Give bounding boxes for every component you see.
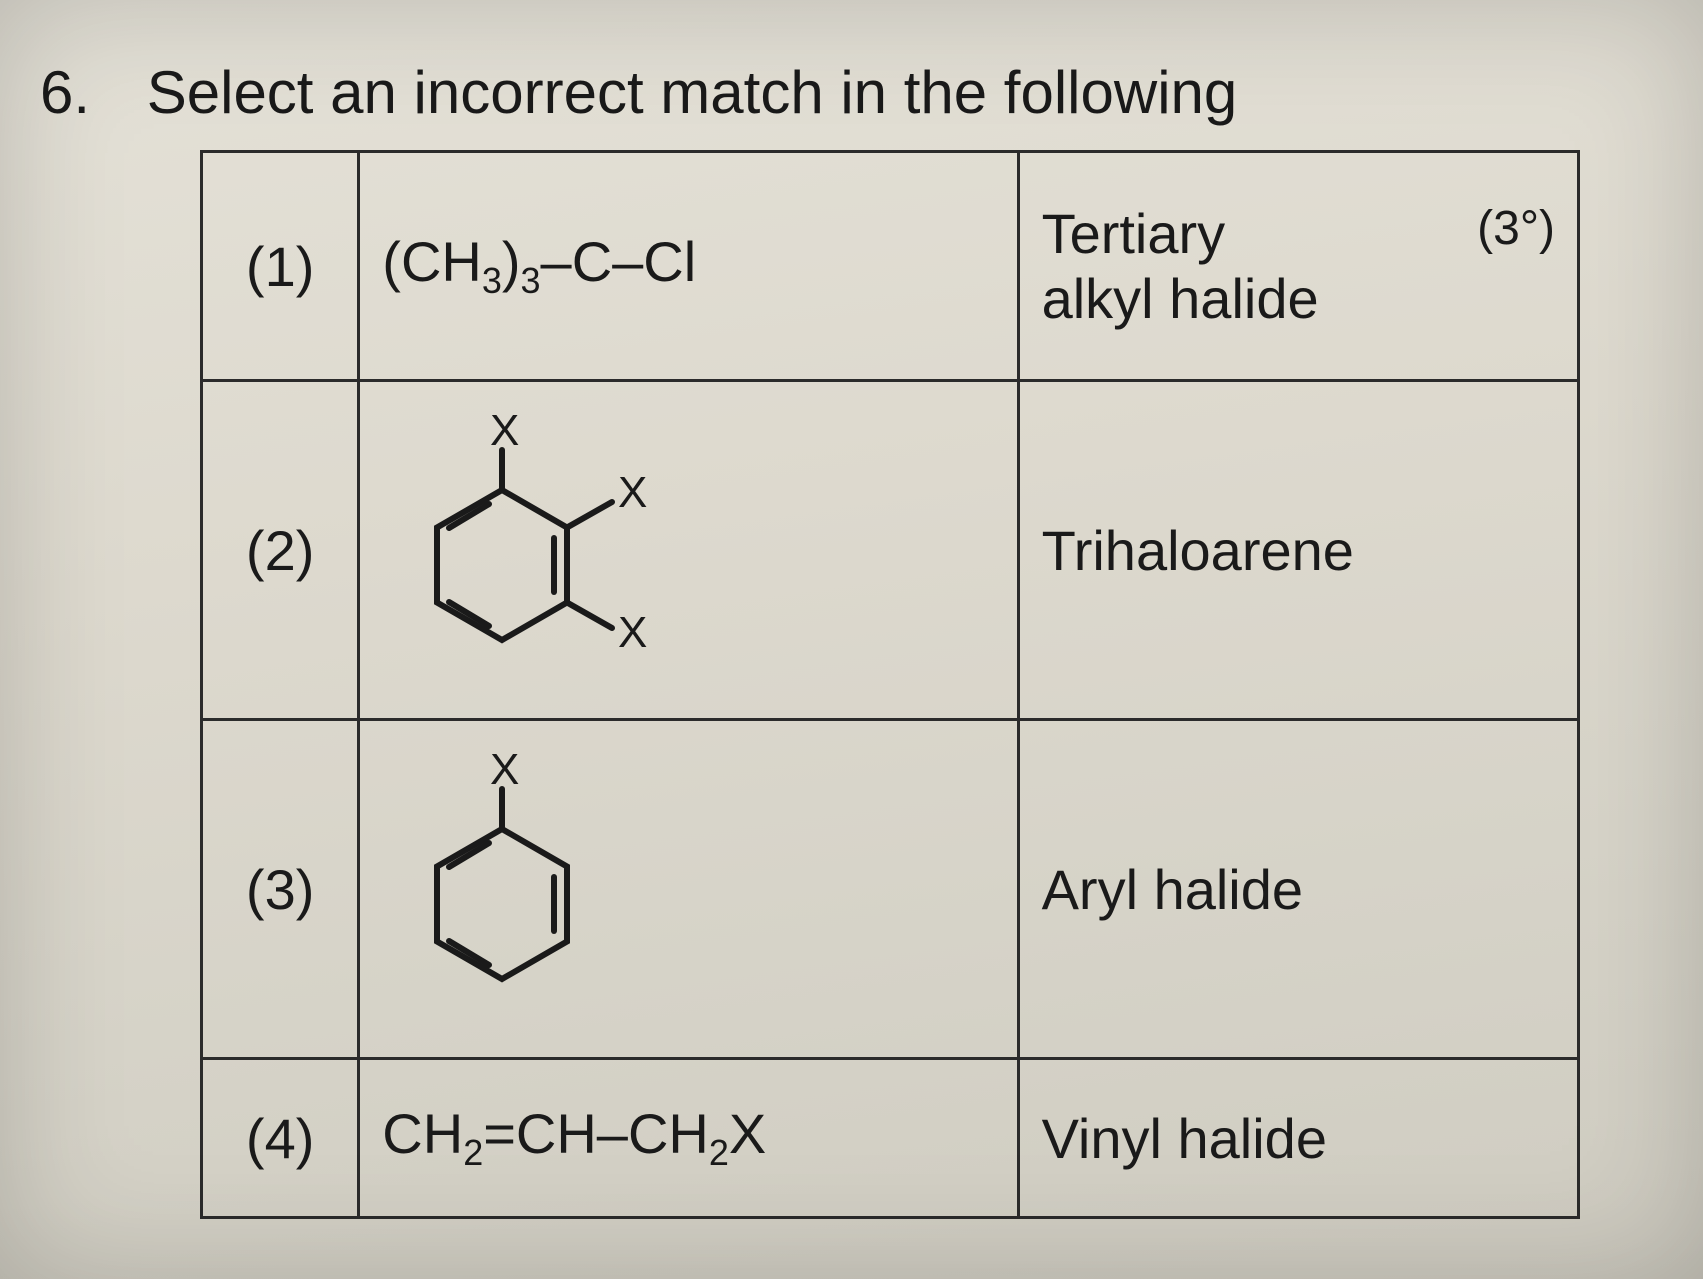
option-label: (3) <box>202 720 359 1059</box>
trihaloarene-diagram: X X X <box>382 415 702 685</box>
desc-paren: (3°) <box>1477 201 1555 266</box>
table-row: (3) X <box>202 720 1579 1059</box>
table-row: (1) (CH3)3–C–Cl Tertiary (3°) alkyl hali… <box>202 152 1579 381</box>
desc-text: alkyl halide <box>1042 266 1555 331</box>
desc-text: Trihaloarene <box>1042 519 1354 582</box>
table-row: (4) CH2=CH–CH2X Vinyl halide <box>202 1059 1579 1218</box>
desc-text: Aryl halide <box>1042 858 1303 921</box>
option-label: (4) <box>202 1059 359 1218</box>
formula-sub: 2 <box>463 1133 483 1174</box>
structure-cell: X X X <box>359 381 1018 720</box>
page: 6. Select an incorrect match in the foll… <box>0 0 1703 1279</box>
question-number: 6. <box>40 59 90 126</box>
formula-part: =CH–CH <box>483 1102 709 1165</box>
option-label: (2) <box>202 381 359 720</box>
question-line: 6. Select an incorrect match in the foll… <box>40 58 1237 127</box>
formula-part: X <box>729 1102 766 1165</box>
substituent-label: X <box>618 608 647 657</box>
structure-cell: (CH3)3–C–Cl <box>359 152 1018 381</box>
match-table: (1) (CH3)3–C–Cl Tertiary (3°) alkyl hali… <box>200 150 1580 1219</box>
description-cell: Vinyl halide <box>1018 1059 1578 1218</box>
substituent-label: X <box>490 754 519 794</box>
formula-part: ) <box>502 230 521 293</box>
formula-part: CH <box>382 1102 463 1165</box>
structure-cell: CH2=CH–CH2X <box>359 1059 1018 1218</box>
table-row: (2) <box>202 381 1579 720</box>
arylhalide-diagram: X <box>382 754 702 1024</box>
desc-text: Vinyl halide <box>1042 1107 1327 1170</box>
question-text: Select an incorrect match in the followi… <box>147 59 1238 126</box>
desc-text: Tertiary <box>1042 201 1226 266</box>
formula-sub: 2 <box>709 1133 729 1174</box>
formula-sub: 3 <box>521 261 541 302</box>
description-cell: Tertiary (3°) alkyl halide <box>1018 152 1578 381</box>
formula-part: –C–Cl <box>541 230 697 293</box>
structure-cell: X <box>359 720 1018 1059</box>
substituent-label: X <box>490 415 519 455</box>
option-label: (1) <box>202 152 359 381</box>
description-cell: Trihaloarene <box>1018 381 1578 720</box>
description-cell: Aryl halide <box>1018 720 1578 1059</box>
substituent-label: X <box>618 468 647 517</box>
formula-part: (CH <box>382 230 482 293</box>
formula-sub: 3 <box>482 261 502 302</box>
